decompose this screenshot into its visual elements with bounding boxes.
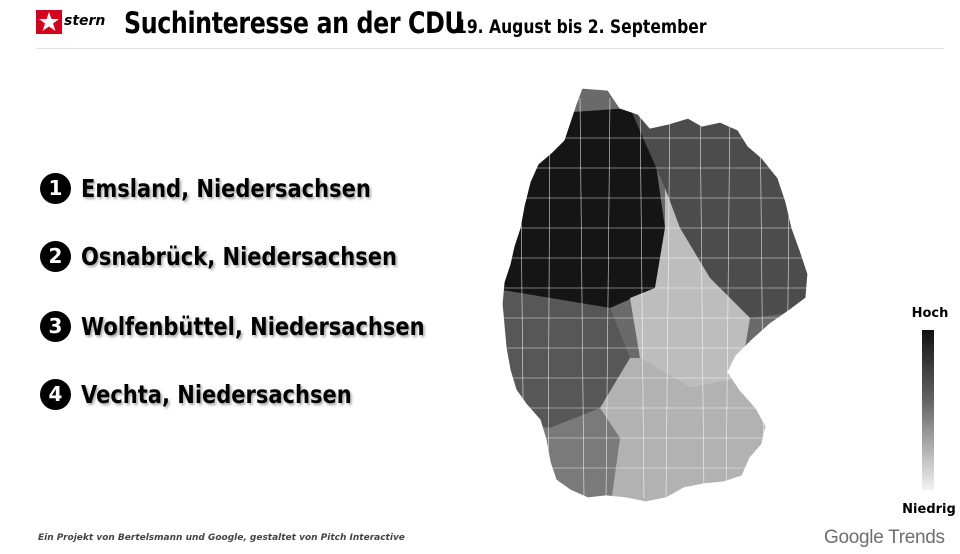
header-divider (36, 48, 944, 49)
page-subtitle: 19. August bis 2. September (456, 16, 707, 38)
footer-credit: Ein Projekt von Bertelsmann und Google, … (38, 533, 405, 543)
legend-low-label: Niedrig (902, 502, 956, 517)
google-trends-logo: Google Trends (824, 527, 945, 548)
germany-map (490, 78, 830, 510)
logo-text: stern (64, 13, 105, 29)
stern-logo: stern (36, 8, 110, 36)
rank-label: Vechta, Niedersachsen (81, 379, 352, 409)
legend-high-label: Hoch (911, 306, 949, 321)
rank-number: 1 (40, 172, 71, 204)
ranking-item-1: 1 Emsland, Niedersachsen (40, 170, 426, 206)
page-title: Suchinteresse an der CDU (124, 6, 464, 40)
rank-number: 2 (40, 240, 71, 272)
rank-label: Emsland, Niedersachsen (81, 173, 371, 203)
ranking-item-2: 2 Osnabrück, Niedersachsen (40, 238, 457, 274)
header: stern Suchinteresse an der CDU 19. Augus… (0, 0, 960, 50)
ranking-item-3: 3 Wolfenbüttel, Niedersachsen (40, 308, 490, 344)
rank-label: Wolfenbüttel, Niedersachsen (81, 311, 425, 341)
map-region-west (502, 288, 630, 428)
rank-label: Osnabrück, Niedersachsen (81, 241, 397, 271)
legend-gradient-bar (922, 330, 934, 490)
ranking-item-4: 4 Vechta, Niedersachsen (40, 376, 403, 412)
rank-number: 3 (40, 310, 71, 342)
rank-number: 4 (40, 378, 71, 410)
